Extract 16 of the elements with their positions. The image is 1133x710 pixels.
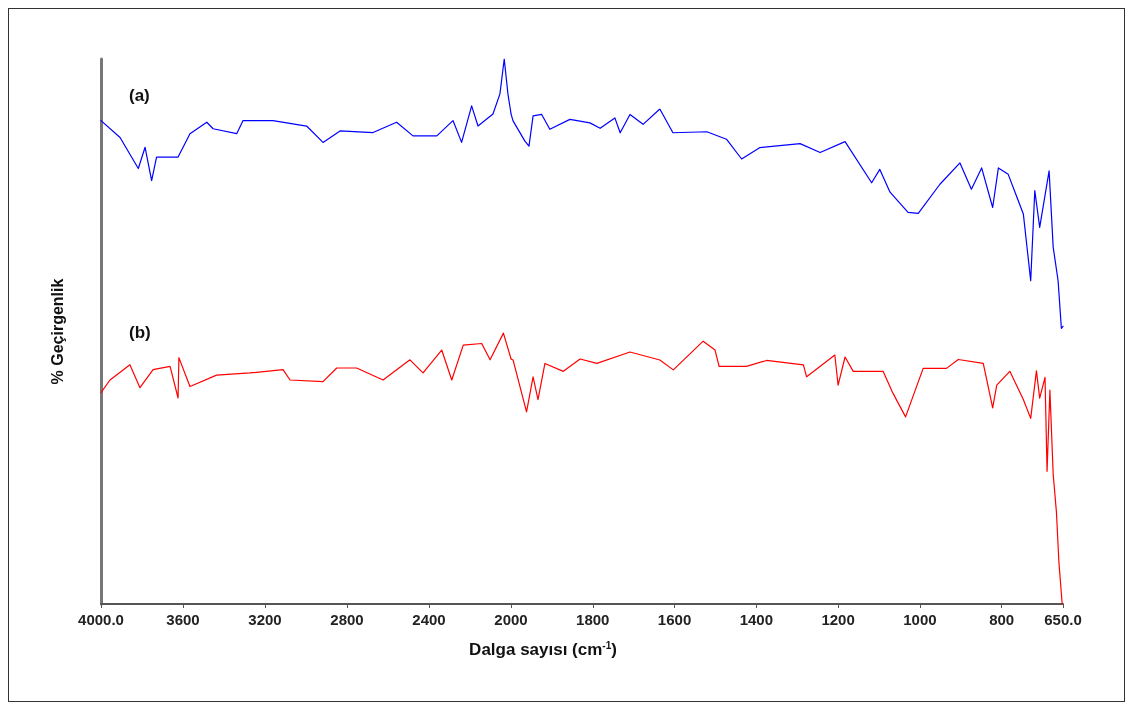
y-axis-title: % Geçirgenlik (48, 278, 66, 385)
x-tick-label: 1000 (903, 611, 937, 628)
x-tick-label: 650.0 (1044, 611, 1082, 628)
x-tick-label: 2800 (330, 611, 364, 628)
x-tick-label: 800 (989, 611, 1015, 628)
x-tick-label: 3200 (248, 611, 282, 628)
x-tick-label: 2000 (494, 611, 528, 628)
series-label: (a) (129, 85, 150, 105)
x-tick-label: 1200 (821, 611, 855, 628)
x-tick-label: 1800 (576, 611, 610, 628)
x-tick-label: 2400 (412, 611, 446, 628)
x-tick-label: 4000.0 (78, 611, 124, 628)
x-tick-label: 1600 (657, 611, 692, 628)
series-label: (b) (129, 322, 151, 342)
x-tick-label: 3600 (166, 611, 200, 628)
x-tick-label: 1400 (739, 611, 774, 628)
